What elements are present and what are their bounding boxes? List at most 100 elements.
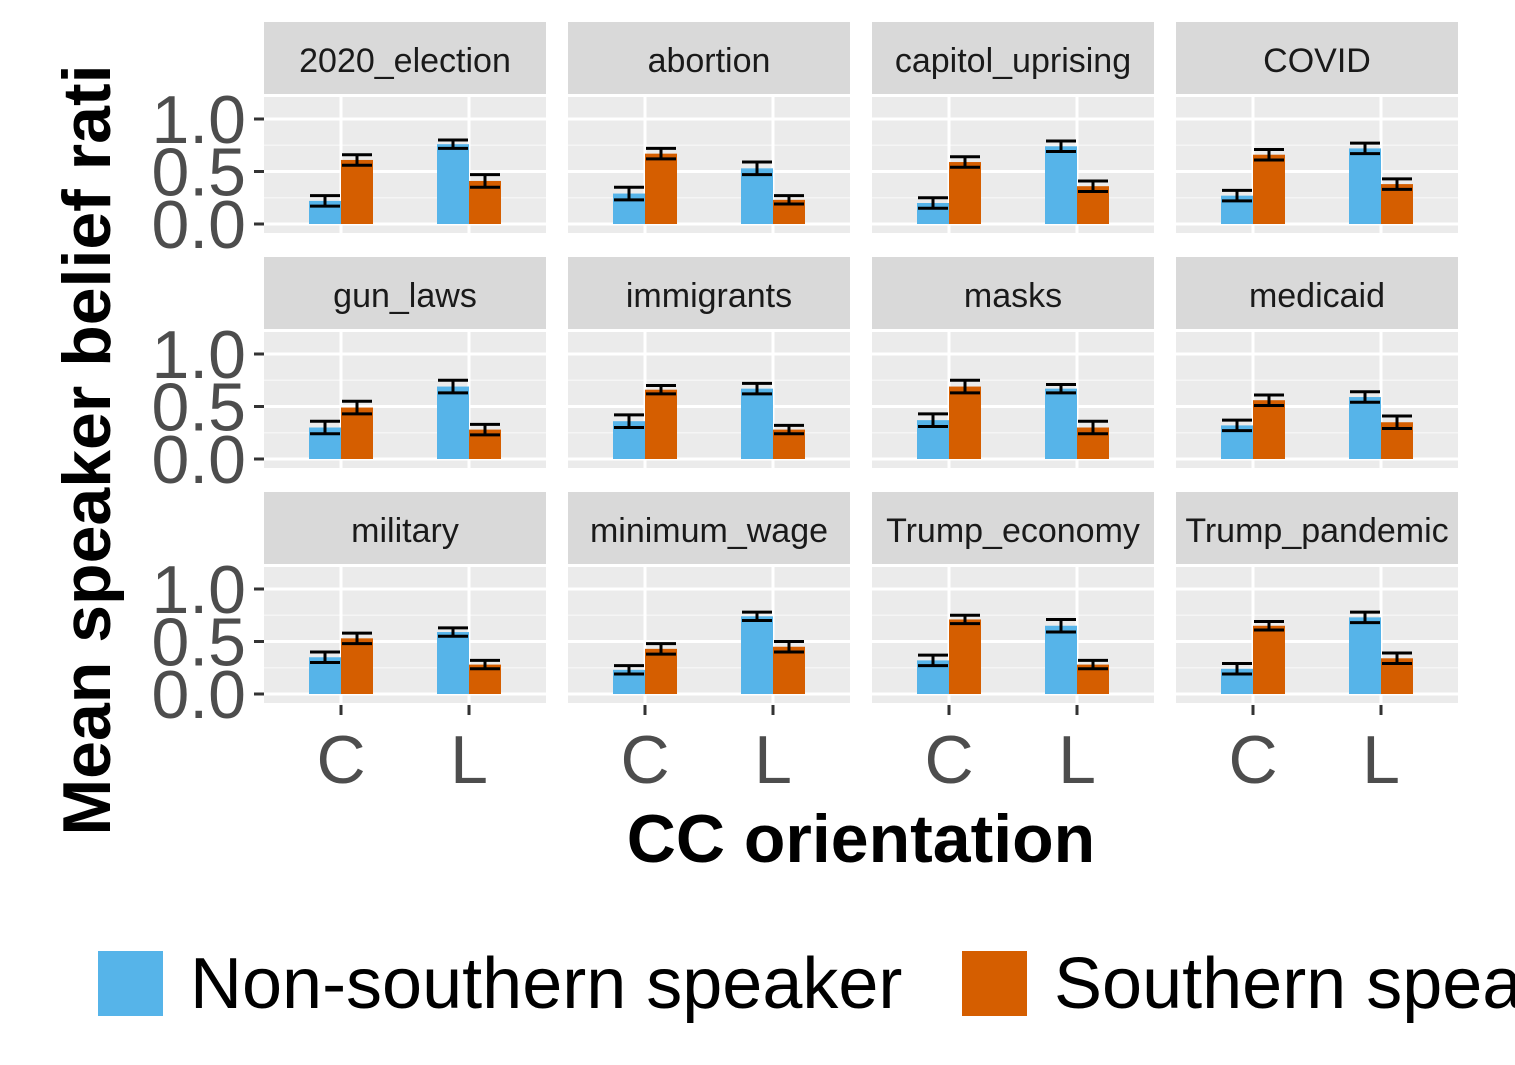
x-tick-label: C xyxy=(924,722,973,798)
facet-strip xyxy=(872,492,1154,564)
error-bar xyxy=(1078,419,1108,436)
error-bar xyxy=(1222,662,1252,676)
error-bar xyxy=(1350,390,1380,404)
bar-C-southern xyxy=(949,162,981,224)
y-tick-label: 0.5 xyxy=(151,135,246,211)
x-tick-label: L xyxy=(1058,722,1096,798)
facet-strip xyxy=(264,257,546,329)
x-tick-label: C xyxy=(1228,722,1277,798)
y-tick-label: 0.0 xyxy=(151,657,246,733)
error-bar xyxy=(742,610,772,622)
facet-title: gun_laws xyxy=(333,277,477,315)
error-bar xyxy=(1350,610,1380,625)
bar-C-southern xyxy=(341,159,373,224)
facet-2020_election: 2020_election xyxy=(264,22,546,233)
facet-strip xyxy=(1176,22,1458,94)
facet-title: capitol_uprising xyxy=(895,42,1131,80)
panel-background xyxy=(264,97,546,233)
facet-title: medicaid xyxy=(1249,277,1385,315)
panel-background xyxy=(872,567,1154,703)
bar-L-non-southern xyxy=(437,386,469,459)
y-tick-label: 1.0 xyxy=(151,82,246,158)
bar-C-southern xyxy=(949,619,981,694)
facet-strip xyxy=(1176,257,1458,329)
panel-background xyxy=(1176,332,1458,468)
error-bar xyxy=(342,399,372,416)
panel-background xyxy=(568,567,850,703)
error-bar xyxy=(950,613,980,626)
bar-C-southern xyxy=(341,638,373,694)
error-bar xyxy=(438,626,468,638)
bar-L-southern xyxy=(773,646,805,694)
facet-strip xyxy=(568,492,850,564)
facet-medicaid: medicaid xyxy=(1176,257,1458,468)
panel-background xyxy=(872,332,1154,468)
error-bar xyxy=(1350,141,1380,156)
y-tick-label: 1.0 xyxy=(151,552,246,628)
error-bar xyxy=(1046,617,1076,634)
error-bar xyxy=(950,155,980,169)
error-bar xyxy=(774,640,804,654)
facet-abortion: abortion xyxy=(568,22,850,233)
error-bar xyxy=(614,185,644,202)
facet-masks: masks xyxy=(872,257,1154,468)
facet-title: COVID xyxy=(1263,42,1371,80)
y-tick-label: 0.0 xyxy=(151,187,246,263)
error-bar xyxy=(438,378,468,395)
facet-title: abortion xyxy=(648,42,771,80)
bar-C-southern xyxy=(645,389,677,459)
facet-strip xyxy=(264,22,546,94)
error-bar xyxy=(918,653,948,668)
facet-title: minimum_wage xyxy=(590,512,828,550)
error-bar xyxy=(310,194,340,208)
facet-title: 2020_election xyxy=(299,42,511,80)
panel-background xyxy=(1176,567,1458,703)
error-bar xyxy=(310,419,340,436)
error-bar xyxy=(470,173,500,189)
error-bar xyxy=(614,413,644,429)
error-bar xyxy=(310,650,340,664)
bar-L-non-southern xyxy=(1349,397,1381,459)
legend-label: Non-southern speaker xyxy=(190,944,902,1024)
panel-background xyxy=(872,97,1154,233)
facet-strip xyxy=(568,257,850,329)
facet-Trump_economy: Trump_economy xyxy=(872,492,1154,703)
bar-L-non-southern xyxy=(1045,625,1077,694)
x-tick-label: L xyxy=(450,722,488,798)
error-bar xyxy=(1254,620,1284,632)
facet-title: Trump_economy xyxy=(886,512,1140,550)
error-bar xyxy=(470,422,500,437)
bar-C-southern xyxy=(1253,154,1285,224)
bar-C-southern xyxy=(1253,625,1285,694)
facet-title: masks xyxy=(964,277,1062,315)
y-tick-label: 0.0 xyxy=(151,422,246,498)
bar-L-non-southern xyxy=(437,144,469,224)
error-bar xyxy=(646,642,676,656)
error-bar xyxy=(742,160,772,177)
y-tick-label: 1.0 xyxy=(151,317,246,393)
bar-L-non-southern xyxy=(1045,146,1077,224)
error-bar xyxy=(646,384,676,396)
facet-strip xyxy=(1176,492,1458,564)
bar-L-non-southern xyxy=(1349,617,1381,694)
bar-L-non-southern xyxy=(1045,388,1077,459)
facets-layer: 2020_election abortion capitol_uprising COV… xyxy=(264,22,1458,703)
panel-background xyxy=(264,332,546,468)
facet-title: immigrants xyxy=(626,277,792,315)
error-bar xyxy=(1046,382,1076,395)
legend-swatch xyxy=(960,949,1029,1018)
error-bar xyxy=(614,664,644,676)
panel-background xyxy=(264,567,546,703)
bar-L-non-southern xyxy=(741,168,773,224)
bar-L-non-southern xyxy=(437,632,469,694)
bar-C-southern xyxy=(1253,400,1285,459)
legend-item-southern: Southern spea xyxy=(960,944,1515,1024)
bar-L-non-southern xyxy=(1349,148,1381,224)
error-bar xyxy=(918,196,948,210)
error-bar xyxy=(1078,179,1108,193)
x-axis-title: CC orientation xyxy=(627,801,1095,877)
facet-gun_laws: gun_laws xyxy=(264,257,546,468)
y-tick-label: 0.5 xyxy=(151,605,246,681)
facet-minimum_wage: minimum_wage xyxy=(568,492,850,703)
